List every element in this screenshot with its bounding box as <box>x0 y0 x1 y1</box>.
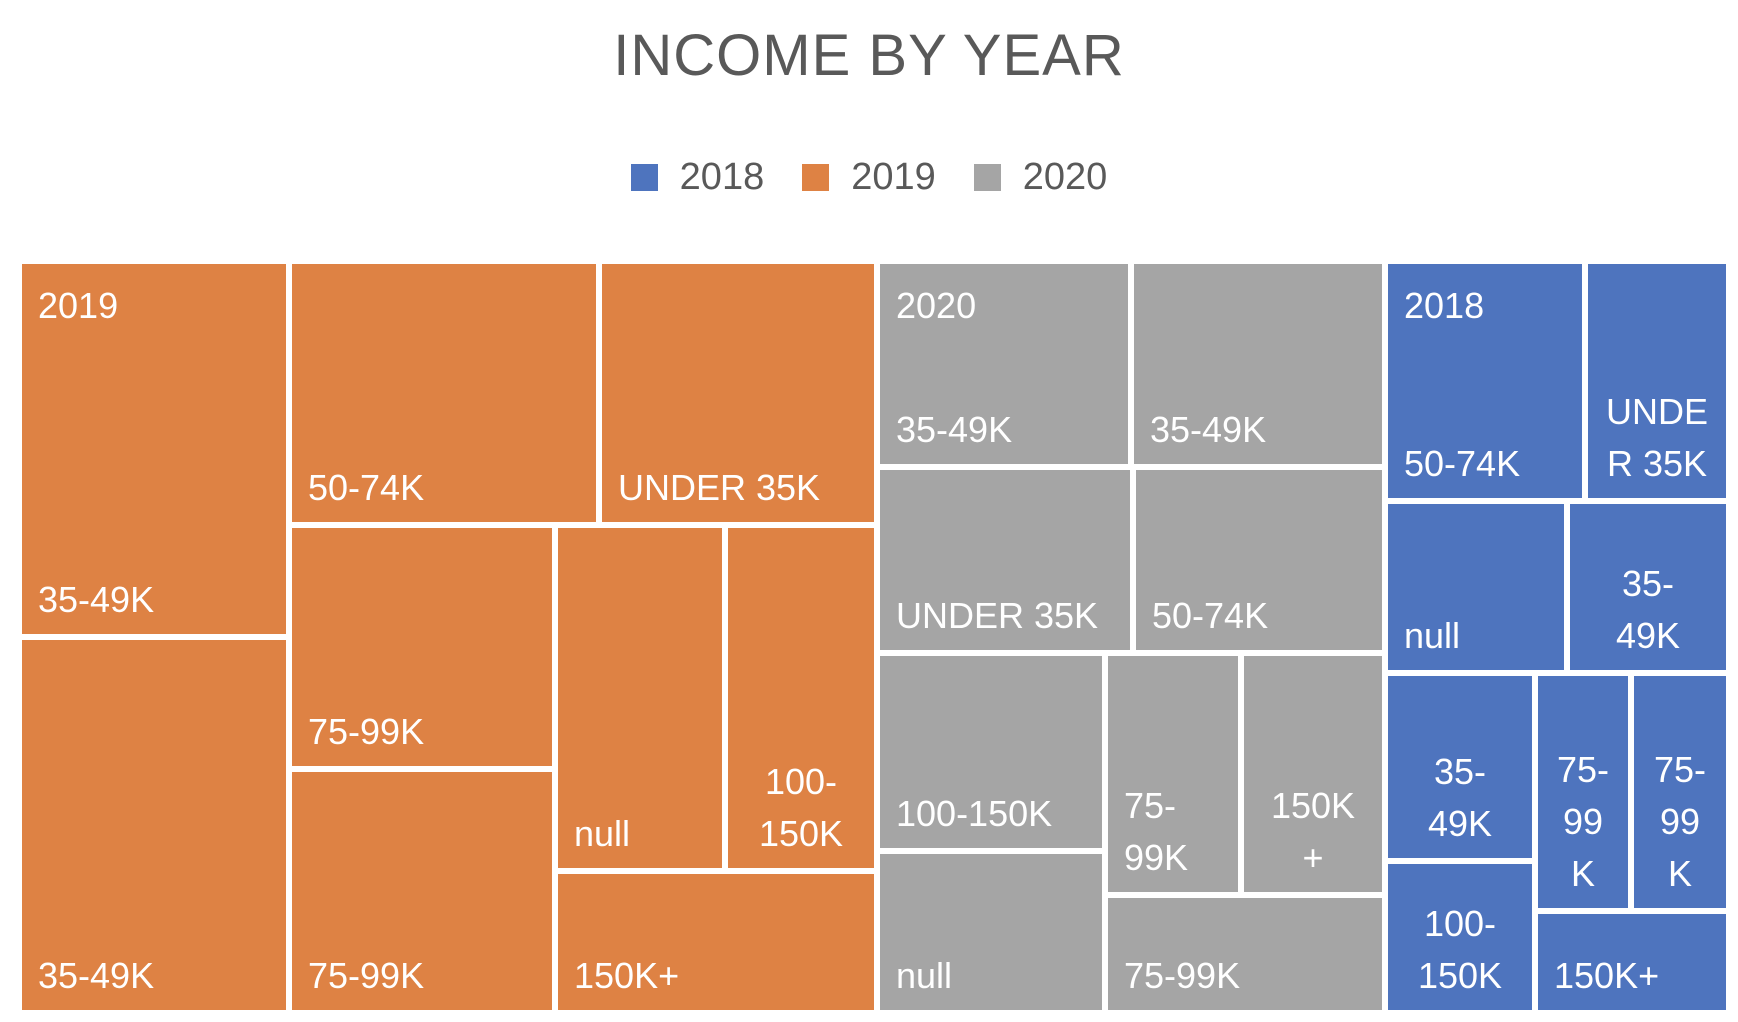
tile-label-2018-5: 100-150K <box>1418 903 1502 996</box>
tile-2020-2: UNDER 35K <box>880 470 1130 650</box>
tile-2019-8: 150K+ <box>558 874 874 1010</box>
tile-label-2020-1: 35-49K <box>1150 409 1266 450</box>
legend-label-2019: 2019 <box>851 156 936 198</box>
tile-rect-2019-0 <box>22 264 286 634</box>
tile-rect-2020-1 <box>1134 264 1382 464</box>
tile-rect-2020-3 <box>1136 470 1382 650</box>
tile-2018-1: UNDE R 35K <box>1588 264 1726 498</box>
tile-rect-2020-8 <box>1108 898 1382 1010</box>
legend-item-2019: 2019 <box>802 156 936 199</box>
tile-2020-8: 75-99K <box>1108 898 1382 1010</box>
tile-label-2019-4: 75-99K <box>308 711 424 752</box>
tile-rect-2018-1 <box>1588 264 1726 498</box>
legend-label-2020: 2020 <box>1022 156 1108 198</box>
tile-2019-3: UNDER 35K <box>602 264 874 522</box>
legend-item-2020: 2020 <box>973 156 1108 199</box>
tile-rect-2019-5 <box>292 772 552 1010</box>
tile-label-2020-4: 100-150K <box>896 793 1052 834</box>
tile-label-2018-1: UNDE R 35K <box>1606 391 1708 484</box>
tile-label-2020-0: 35-49K <box>896 409 1012 450</box>
tile-rect-2019-3 <box>602 264 874 522</box>
tile-rect-2019-6 <box>558 528 722 868</box>
tile-rect-2019-1 <box>22 640 286 1010</box>
tile-label-2018-3: 35-49K <box>1616 563 1680 656</box>
tile-label-2020-6: 75-99K <box>1124 785 1188 878</box>
tile-2018-2: null <box>1388 504 1564 670</box>
tile-label-2018-4: 35-49K <box>1428 751 1492 844</box>
tile-label-2020-3: 50-74K <box>1152 595 1268 636</box>
tile-2018-8: 150K+ <box>1538 914 1726 1010</box>
tile-rect-2018-6 <box>1538 676 1628 908</box>
legend-label-2018: 2018 <box>679 156 765 198</box>
tile-2020-5: null <box>880 854 1102 1010</box>
tile-2020-0: 2020 35-49K <box>880 264 1128 464</box>
tile-2019-5: 75-99K <box>292 772 552 1010</box>
tile-label-2018-0: 50-74K <box>1404 443 1520 484</box>
tile-rect-2018-8 <box>1538 914 1726 1010</box>
tile-2019-4: 75-99K <box>292 528 552 766</box>
tile-label-2020-7: 150K + <box>1271 785 1355 878</box>
tile-rect-2018-7 <box>1634 676 1726 908</box>
tile-rect-2018-5 <box>1388 864 1532 1010</box>
tile-rect-2020-6 <box>1108 656 1238 892</box>
tile-label-2019-2: 50-74K <box>308 467 424 508</box>
tile-rect-2019-8 <box>558 874 874 1010</box>
tile-2020-4: 100-150K <box>880 656 1102 848</box>
tile-rect-2020-7 <box>1244 656 1382 892</box>
tile-2018-3: 35-49K <box>1570 504 1726 670</box>
tile-label-2019-3: UNDER 35K <box>618 467 820 508</box>
tile-rect-2018-3 <box>1570 504 1726 670</box>
tile-2019-0: 2019 35-49K <box>22 264 286 634</box>
legend-swatch-2018 <box>630 164 658 191</box>
tile-label-2019-8: 150K+ <box>574 955 679 996</box>
group-label-2019: 2019 <box>38 285 118 326</box>
tile-rect-2018-0 <box>1388 264 1582 498</box>
tile-2020-7: 150K + <box>1244 656 1382 892</box>
tile-rect-2020-0 <box>880 264 1128 464</box>
tile-label-2019-6: null <box>574 813 630 854</box>
tile-rect-2019-4 <box>292 528 552 766</box>
tile-rect-2018-4 <box>1388 676 1532 858</box>
legend: 2018 2019 2020 <box>0 156 1738 199</box>
tile-label-2019-5: 75-99K <box>308 955 424 996</box>
tile-label-2018-6: 75-99 K <box>1557 749 1609 894</box>
tile-rect-2020-2 <box>880 470 1130 650</box>
tile-rect-2020-5 <box>880 854 1102 1010</box>
tile-2018-4: 35-49K <box>1388 676 1532 858</box>
group-label-2018: 2018 <box>1404 285 1484 326</box>
legend-swatch-2019 <box>802 164 830 191</box>
group-label-2020: 2020 <box>896 285 976 326</box>
tile-2019-1: 35-49K <box>22 640 286 1010</box>
tile-2019-6: null <box>558 528 722 868</box>
tile-2019-2: 50-74K <box>292 264 596 522</box>
tile-label-2020-2: UNDER 35K <box>896 595 1098 636</box>
tile-2018-7: 75-99 K <box>1634 676 1726 908</box>
chart-title: INCOME BY YEAR <box>613 23 1125 88</box>
tile-2020-3: 50-74K <box>1136 470 1382 650</box>
tile-label-2019-1: 35-49K <box>38 955 154 996</box>
tile-label-2018-8: 150K+ <box>1554 955 1659 996</box>
legend-swatch-2020 <box>973 164 1001 191</box>
tile-rect-2019-2 <box>292 264 596 522</box>
tile-label-2018-7: 75-99 K <box>1654 749 1706 894</box>
tile-rect-2018-2 <box>1388 504 1564 670</box>
tile-2019-7: 100-150K <box>728 528 874 868</box>
tile-2020-6: 75-99K <box>1108 656 1238 892</box>
tile-2018-0: 2018 50-74K <box>1388 264 1582 498</box>
tile-2020-1: 35-49K <box>1134 264 1382 464</box>
tile-label-2020-5: null <box>896 955 952 996</box>
tile-label-2018-2: null <box>1404 615 1460 656</box>
tile-label-2019-7: 100-150K <box>759 761 843 854</box>
legend-item-2018: 2018 <box>630 156 765 199</box>
tile-label-2019-0: 35-49K <box>38 579 154 620</box>
tile-rect-2019-7 <box>728 528 874 868</box>
tile-rect-2020-4 <box>880 656 1102 848</box>
tile-2018-6: 75-99 K <box>1538 676 1628 908</box>
tile-2018-5: 100-150K <box>1388 864 1532 1010</box>
tile-label-2020-8: 75-99K <box>1124 955 1240 996</box>
